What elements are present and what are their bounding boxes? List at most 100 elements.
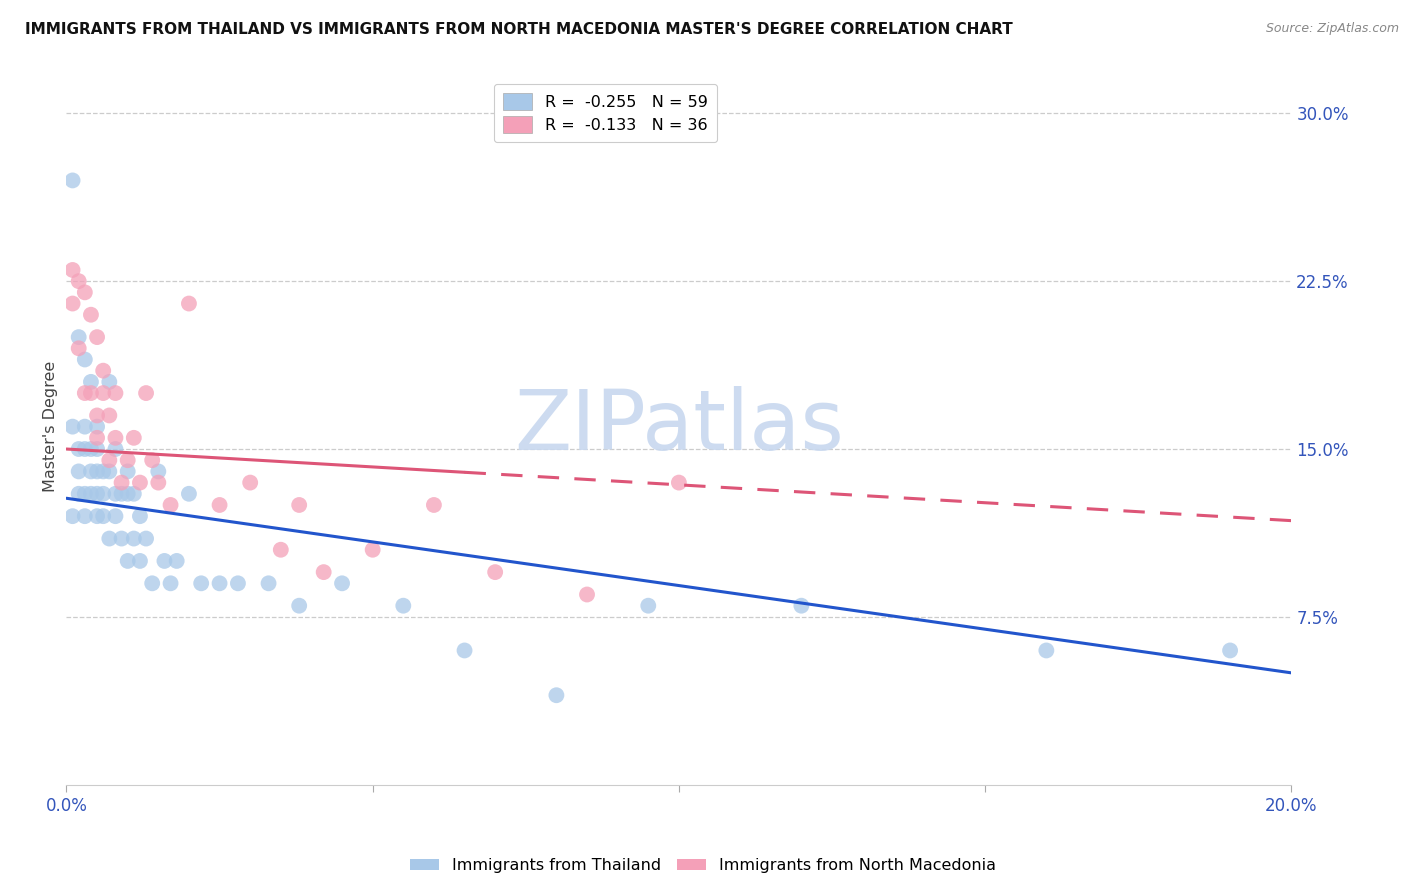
Point — [73, 285, 96, 300]
Point — [62, 296, 84, 310]
Point — [790, 599, 813, 613]
Point — [122, 532, 145, 546]
Point — [1219, 643, 1241, 657]
Point — [190, 576, 212, 591]
Point — [166, 554, 188, 568]
Point — [129, 554, 152, 568]
Point — [91, 487, 114, 501]
Point — [91, 386, 114, 401]
Text: IMMIGRANTS FROM THAILAND VS IMMIGRANTS FROM NORTH MACEDONIA MASTER'S DEGREE CORR: IMMIGRANTS FROM THAILAND VS IMMIGRANTS F… — [25, 22, 1014, 37]
Point — [67, 274, 90, 288]
Point — [576, 587, 599, 601]
Point — [117, 554, 139, 568]
Point — [239, 475, 262, 490]
Point — [73, 352, 96, 367]
Point — [104, 487, 127, 501]
Point — [117, 464, 139, 478]
Point — [637, 599, 659, 613]
Point — [86, 509, 108, 524]
Point — [117, 487, 139, 501]
Point — [453, 643, 475, 657]
Point — [73, 442, 96, 456]
Point — [73, 419, 96, 434]
Point — [312, 565, 335, 579]
Point — [91, 509, 114, 524]
Point — [668, 475, 690, 490]
Point — [80, 386, 103, 401]
Point — [67, 330, 90, 344]
Point — [330, 576, 353, 591]
Point — [270, 542, 292, 557]
Point — [80, 442, 103, 456]
Point — [141, 576, 163, 591]
Point — [129, 509, 152, 524]
Point — [1035, 643, 1057, 657]
Point — [104, 442, 127, 456]
Point — [110, 487, 132, 501]
Point — [62, 263, 84, 277]
Point — [91, 464, 114, 478]
Point — [86, 442, 108, 456]
Point — [423, 498, 446, 512]
Point — [288, 599, 311, 613]
Point — [148, 475, 170, 490]
Point — [98, 409, 121, 423]
Point — [104, 431, 127, 445]
Point — [208, 498, 231, 512]
Point — [62, 509, 84, 524]
Point — [86, 487, 108, 501]
Point — [110, 532, 132, 546]
Point — [86, 409, 108, 423]
Point — [86, 431, 108, 445]
Point — [73, 386, 96, 401]
Legend: R =  -0.255   N = 59, R =  -0.133   N = 36: R = -0.255 N = 59, R = -0.133 N = 36 — [494, 84, 717, 143]
Point — [73, 487, 96, 501]
Point — [80, 487, 103, 501]
Point — [62, 173, 84, 187]
Text: ZIPatlas: ZIPatlas — [515, 386, 844, 467]
Point — [226, 576, 249, 591]
Point — [104, 509, 127, 524]
Point — [177, 487, 200, 501]
Point — [110, 475, 132, 490]
Point — [257, 576, 280, 591]
Point — [67, 341, 90, 355]
Point — [80, 464, 103, 478]
Point — [135, 532, 157, 546]
Point — [177, 296, 200, 310]
Point — [546, 688, 568, 702]
Point — [122, 487, 145, 501]
Point — [98, 464, 121, 478]
Point — [86, 464, 108, 478]
Point — [67, 442, 90, 456]
Point — [86, 419, 108, 434]
Point — [98, 453, 121, 467]
Point — [361, 542, 384, 557]
Point — [98, 532, 121, 546]
Y-axis label: Master's Degree: Master's Degree — [44, 361, 58, 492]
Point — [62, 419, 84, 434]
Text: Source: ZipAtlas.com: Source: ZipAtlas.com — [1265, 22, 1399, 36]
Point — [80, 308, 103, 322]
Point — [67, 464, 90, 478]
Point — [91, 364, 114, 378]
Point — [208, 576, 231, 591]
Point — [104, 386, 127, 401]
Point — [148, 464, 170, 478]
Point — [288, 498, 311, 512]
Point — [141, 453, 163, 467]
Point — [117, 453, 139, 467]
Point — [80, 375, 103, 389]
Point — [159, 576, 181, 591]
Point — [73, 509, 96, 524]
Point — [98, 375, 121, 389]
Point — [122, 431, 145, 445]
Point — [392, 599, 415, 613]
Point — [484, 565, 506, 579]
Point — [135, 386, 157, 401]
Point — [67, 487, 90, 501]
Legend: Immigrants from Thailand, Immigrants from North Macedonia: Immigrants from Thailand, Immigrants fro… — [404, 852, 1002, 880]
Point — [159, 498, 181, 512]
Point — [129, 475, 152, 490]
Point — [153, 554, 176, 568]
